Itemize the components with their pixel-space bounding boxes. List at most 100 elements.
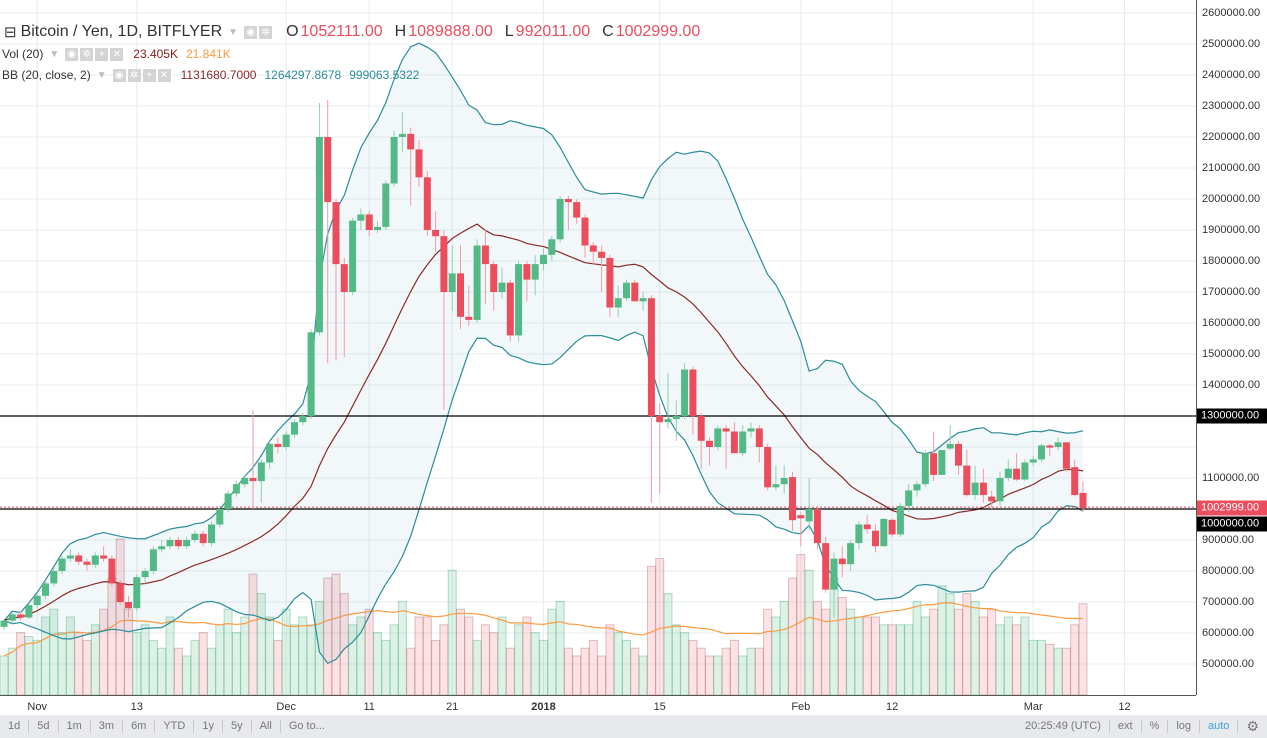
candle-body [374,226,381,230]
plus-icon[interactable]: + [142,68,156,82]
volume-bar [796,554,806,695]
range-5d[interactable]: 5d [29,720,59,733]
symbol-title[interactable]: Bitcoin / Yen, 1D, BITFLYER [20,23,223,40]
volume-label[interactable]: Vol (20) [2,47,44,61]
candle-body [971,482,979,496]
candle [863,515,871,534]
volume-bar [0,655,9,695]
candle-body [133,577,141,609]
candle [232,481,240,497]
range-1d[interactable]: 1d [0,720,30,733]
candle [888,518,896,537]
candle-body [822,543,830,590]
price-tick-label: 2400000.00 [1202,69,1261,81]
range-ytd[interactable]: YTD [155,720,195,733]
volume-bar [514,624,524,695]
candle [515,261,523,342]
candle-body [548,239,556,255]
gear-icon[interactable]: ⚙ [1246,718,1259,734]
candle-body [988,496,996,502]
volume-ma-value: 21.841K [185,47,231,61]
gear-icon[interactable]: ✲ [259,25,273,39]
price-tick-label: 800000.00 [1202,565,1254,577]
gear-icon[interactable]: ✲ [127,68,141,82]
candle [921,450,929,488]
close-icon[interactable]: ✕ [110,47,124,61]
candle-body [921,453,929,485]
candle [789,471,796,531]
candle-body [465,316,473,320]
candle [855,521,863,550]
price-tick-label: 2500000.00 [1202,38,1261,50]
candle-body [66,555,74,559]
candle [8,612,16,624]
volume-bar [231,632,241,695]
candle-body [772,484,780,488]
ext-toggle[interactable]: ext [1110,720,1142,733]
candle [465,285,473,327]
candle [664,372,672,429]
price-tick-label: 1900000.00 [1202,224,1261,236]
candle-body [490,264,498,292]
gear-icon[interactable]: ✲ [80,47,94,61]
candle [822,536,830,593]
auto-toggle[interactable]: auto [1200,720,1239,733]
volume-bar [173,647,183,695]
candle [440,230,448,410]
eye-icon[interactable]: ◉ [112,68,126,82]
volume-bar [1053,647,1063,695]
volume-bar [165,616,175,695]
candle [730,422,738,454]
candle [158,540,166,553]
log-toggle[interactable]: log [1168,720,1201,733]
chevron-down-icon[interactable]: ▼ [96,69,107,81]
candle-body [249,478,257,482]
volume-bar [987,608,997,695]
candle [1079,481,1087,512]
range-1y[interactable]: 1y [194,720,223,733]
volume-bar [871,616,880,695]
goto-button[interactable]: Go to... [288,720,325,732]
time-tick-label: 12 [1118,701,1131,713]
candle-body [299,416,307,423]
price-axis[interactable]: 500000.00 600000.00 700000.00 800000.00 9000… [1196,0,1267,695]
eye-icon[interactable]: ◉ [65,47,79,61]
candle [988,490,996,509]
clock: 20:25:49 (UTC) [1017,720,1110,733]
percent-toggle[interactable]: % [1142,720,1169,733]
candle [332,199,340,361]
volume-bar [281,608,291,695]
plus-icon[interactable]: + [95,47,109,61]
volume-bar [978,616,988,695]
candle-body [813,509,821,544]
volume-bar [771,616,781,695]
price-tick-label: 1400000.00 [1202,379,1261,391]
candle [390,130,398,187]
price-tick-label: 700000.00 [1202,596,1254,608]
volume-bar [356,616,366,695]
candle [1071,459,1079,497]
candle [125,595,132,618]
range-1m[interactable]: 1m [59,720,91,733]
eye-icon[interactable]: ◉ [244,25,258,39]
time-axis[interactable]: Nov 13 Dec 11 21 2018 15 Feb 12 Mar 12 [0,695,1196,715]
range-all[interactable]: All [252,720,281,733]
range-3m[interactable]: 3m [91,720,124,733]
price-chart[interactable] [0,0,1196,695]
chevron-down-icon[interactable]: ▼ [228,26,239,38]
chevron-down-icon[interactable]: ▼ [49,48,60,60]
candle-body [440,236,448,292]
volume-bar [364,608,374,695]
bb-label[interactable]: BB (20, close, 2) [2,68,91,82]
range-5y[interactable]: 5y [223,720,252,733]
candle [1013,453,1021,482]
square-minus-icon[interactable]: ⊟ [4,24,17,41]
range-6m[interactable]: 6m [123,720,156,733]
volume-bar [414,616,424,695]
candle-body [457,273,464,317]
close-icon[interactable]: ✕ [157,68,171,82]
candle [930,431,938,482]
candle [1029,456,1037,466]
candle [946,425,954,451]
candle [797,512,805,547]
